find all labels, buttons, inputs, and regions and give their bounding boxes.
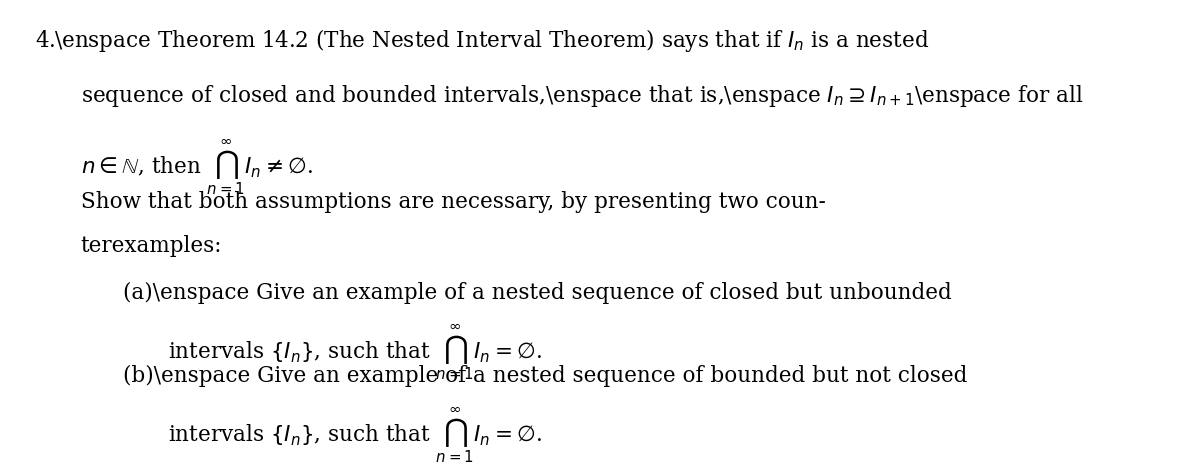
Text: intervals $\{I_n\}$, such that $\bigcap_{n=1}^{\infty} I_n = \emptyset$.: intervals $\{I_n\}$, such that $\bigcap_… xyxy=(168,322,542,382)
Text: Show that both assumptions are necessary, by presenting two coun-: Show that both assumptions are necessary… xyxy=(80,192,826,213)
Text: (a)\enspace Give an example of a nested sequence of closed but unbounded: (a)\enspace Give an example of a nested … xyxy=(122,282,952,304)
Text: (b)\enspace Give an example of a nested sequence of bounded but not closed: (b)\enspace Give an example of a nested … xyxy=(122,365,967,387)
Text: sequence of closed and bounded intervals,\enspace that is,\enspace $I_n \supsete: sequence of closed and bounded intervals… xyxy=(80,83,1082,109)
Text: terexamples:: terexamples: xyxy=(80,235,222,257)
Text: $n \in \mathbb{N}$, then $\bigcap_{n=1}^{\infty} I_n \neq \emptyset$.: $n \in \mathbb{N}$, then $\bigcap_{n=1}^… xyxy=(80,137,312,197)
Text: 4.\enspace Theorem 14.2 (The Nested Interval Theorem) says that if $I_n$ is a ne: 4.\enspace Theorem 14.2 (The Nested Inte… xyxy=(35,27,929,54)
Text: intervals $\{I_n\}$, such that $\bigcap_{n=1}^{\infty} I_n = \emptyset$.: intervals $\{I_n\}$, such that $\bigcap_… xyxy=(168,405,542,465)
